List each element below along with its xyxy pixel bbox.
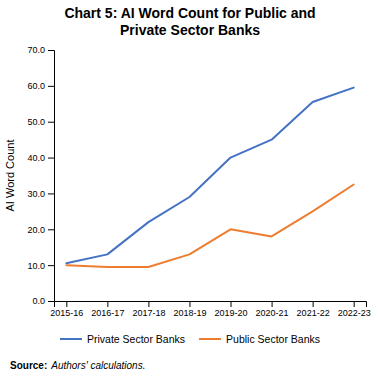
x-tick-mark — [272, 301, 273, 307]
y-tick-mark — [48, 301, 54, 302]
y-tick-label: 50.0 — [27, 117, 45, 127]
legend-label: Public Sector Banks — [226, 333, 320, 345]
x-tick-mark — [107, 301, 108, 307]
legend-item: Public Sector Banks — [199, 333, 320, 345]
chart-svg: Chart 5: AI Word Count for Public andPri… — [0, 0, 380, 381]
x-tick-label: 2017-18 — [132, 308, 165, 318]
title-line: Private Sector Banks — [120, 22, 260, 38]
y-tick: 60.0 — [27, 81, 54, 91]
series-group — [66, 88, 353, 267]
y-tick-mark — [48, 50, 54, 51]
x-tick-mark — [354, 301, 355, 307]
y-tick-label: 60.0 — [27, 81, 45, 91]
y-tick-label: 30.0 — [27, 189, 45, 199]
y-tick-label: 20.0 — [27, 225, 45, 235]
x-axis: 2015-16 2016-17 2017-18 2018-19 2019-20 2020-… — [50, 301, 370, 318]
y-tick-mark — [48, 158, 54, 159]
x-tick-label: 2020-21 — [256, 308, 289, 318]
y-tick-label: 10.0 — [27, 261, 45, 271]
x-tick: 2022-23 — [338, 301, 371, 318]
y-tick: 70.0 — [27, 45, 54, 55]
y-tick: 50.0 — [27, 117, 54, 127]
chart-container: Chart 5: AI Word Count for Public andPri… — [0, 0, 380, 381]
y-tick-label: 40.0 — [27, 153, 45, 163]
x-tick: 2020-21 — [256, 301, 289, 318]
x-tick-label: 2015-16 — [50, 308, 83, 318]
legend-swatch — [60, 338, 82, 340]
x-tick-mark — [189, 301, 190, 307]
y-tick-mark — [48, 86, 54, 87]
y-tick: 40.0 — [27, 153, 54, 163]
x-tick: 2017-18 — [132, 301, 165, 318]
series-line — [66, 184, 353, 266]
legend-label: Private Sector Banks — [87, 333, 185, 345]
x-tick-label: 2021-22 — [297, 308, 330, 318]
y-tick: 30.0 — [27, 189, 54, 199]
series-line — [66, 88, 353, 264]
x-tick-label: 2018-19 — [173, 308, 206, 318]
legend-item: Private Sector Banks — [60, 333, 185, 345]
y-tick-mark — [48, 265, 54, 266]
title-line: Chart 5: AI Word Count for Public and — [64, 5, 315, 21]
x-tick-label: 2016-17 — [91, 308, 124, 318]
source-note: Source:Authors' calculations. — [10, 360, 145, 371]
y-axis: 0.0 10.0 20.0 30.0 40.0 50.0 60.0 70.0 — [27, 45, 54, 306]
annotation: Source: — [10, 360, 47, 371]
background — [0, 0, 380, 381]
x-axis-line — [55, 302, 367, 308]
y-axis-title: AI Word Count — [4, 140, 16, 212]
y-tick: 10.0 — [27, 261, 54, 271]
y-tick-label: 70.0 — [27, 45, 45, 55]
x-tick-mark — [313, 301, 314, 307]
legend: Private Sector Banks Public Sector Banks — [60, 333, 320, 345]
title: Chart 5: AI Word Count for Public andPri… — [64, 5, 315, 38]
y-tick-mark — [48, 193, 54, 194]
plot-area: 2015-16 2016-17 2017-18 2018-19 2019-20 2020-… — [4, 45, 371, 318]
x-tick-mark — [231, 301, 232, 307]
x-tick: 2016-17 — [91, 301, 124, 318]
y-axis-line — [48, 51, 55, 302]
annotation: Authors' calculations. — [50, 360, 145, 371]
x-tick-label: 2022-23 — [338, 308, 371, 318]
legend-swatch — [199, 338, 221, 340]
x-tick: 2018-19 — [173, 301, 206, 318]
x-tick-mark — [148, 301, 149, 307]
y-tick: 20.0 — [27, 225, 54, 235]
y-tick: 0.0 — [32, 296, 54, 306]
x-tick: 2019-20 — [215, 301, 248, 318]
x-tick: 2015-16 — [50, 301, 83, 318]
x-tick-mark — [66, 301, 67, 307]
y-tick-label: 0.0 — [32, 296, 45, 306]
y-tick-mark — [48, 229, 54, 230]
y-tick-mark — [48, 122, 54, 123]
x-tick-label: 2019-20 — [215, 308, 248, 318]
x-tick: 2021-22 — [297, 301, 330, 318]
